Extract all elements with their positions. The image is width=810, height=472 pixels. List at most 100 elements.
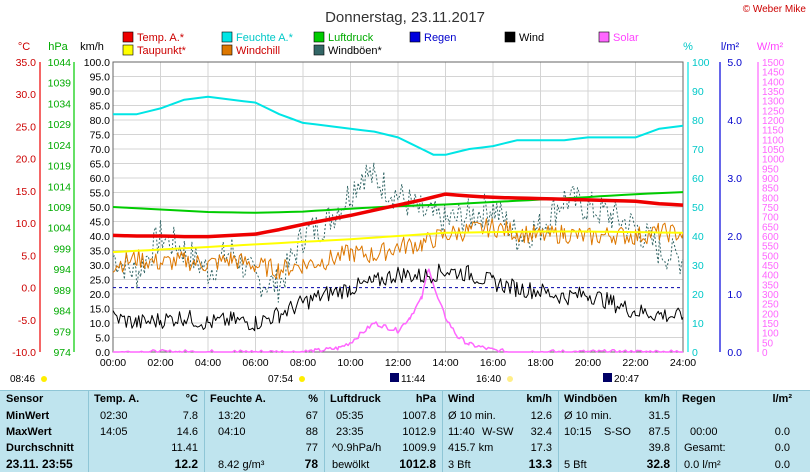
- sensor-column: Sensor MinWert MaxWert Durchschnitt 23.1…: [0, 391, 89, 472]
- temp-current-value: 12.2: [174, 457, 198, 471]
- moonrise-icon: [603, 373, 612, 382]
- pressure-tick-label: 1009: [48, 202, 72, 214]
- solar-tick-label: 700: [762, 213, 779, 224]
- feuchte-column: Feuchte A. % 13:20 67 04:10 88 77 8.42 g…: [204, 391, 325, 472]
- pressure-tick-label: 1034: [48, 98, 72, 110]
- pressure-tick-label: 1044: [48, 57, 72, 69]
- luftdruck-column: Luftdruck hPa 05:35 1007.8 23:35 1012.9 …: [324, 391, 443, 472]
- weather-condition: bewölkt: [332, 459, 370, 471]
- temp-max-value: 14.6: [176, 426, 198, 438]
- wind-unit: km/h: [526, 393, 552, 405]
- svg-text:Luftdruck: Luftdruck: [328, 32, 374, 44]
- solar-tick-label: 1350: [762, 87, 785, 98]
- boeen-max-value: 87.5: [648, 426, 670, 438]
- wind-tick-label: 85.0: [90, 101, 111, 113]
- feuchte-min-value: 67: [305, 410, 318, 422]
- x-tick-label: 04:00: [195, 357, 221, 369]
- pressure-tick-label: 1004: [48, 223, 72, 235]
- legend-item-wind: Wind: [504, 31, 544, 44]
- wind-tick-label: 40.0: [90, 231, 111, 243]
- wind-unit-label: km/h: [80, 41, 104, 53]
- series-lines: [112, 95, 684, 353]
- solar-tick-label: 1500: [762, 58, 785, 69]
- humidity-tick-label: 80: [692, 115, 704, 127]
- feuchte-max-time: 04:10: [218, 426, 246, 438]
- humidity-unit-label: %: [683, 41, 693, 53]
- windboeen-column: Windböen km/h Ø 10 min. 31.5 10:15 S-SO …: [558, 391, 677, 472]
- boeen-max-time: 10:15: [564, 426, 592, 438]
- humidity-tick-label: 50: [692, 202, 704, 214]
- wind-current-value: 13.3: [528, 457, 552, 471]
- legend-item-windchill: Windchill: [221, 44, 280, 57]
- luftdruck-unit: hPa: [415, 393, 436, 405]
- wind-column: Wind km/h Ø 10 min. 12.6 11:40 W-SW 32.4…: [442, 391, 559, 472]
- boeen-current-value: 32.8: [646, 457, 670, 471]
- regen-total-value: 0.0: [774, 442, 790, 454]
- solar-tick-label: 500: [762, 251, 779, 262]
- x-tick-label: 16:00: [480, 357, 506, 369]
- solar-tick-label: 600: [762, 232, 779, 243]
- wind-tick-label: 55.0: [90, 188, 111, 200]
- temp-tick-label: 0.0: [21, 283, 36, 295]
- sunset-icon: [507, 376, 513, 382]
- rain-tick-label: 2.0: [727, 231, 742, 243]
- series-line-feuchtea: [113, 95, 684, 156]
- wind-tick-label: 60.0: [90, 173, 111, 185]
- regen-total-label: Gesamt:: [684, 442, 726, 454]
- wind-tick-label: 20.0: [90, 289, 111, 301]
- svg-text:Windchill: Windchill: [236, 45, 280, 57]
- x-tick-label: 02:00: [147, 357, 173, 369]
- solar-tick-label: 1300: [762, 97, 785, 108]
- x-tick-label: 14:00: [432, 357, 458, 369]
- humidity-tick-label: 40: [692, 231, 704, 243]
- x-tick-label: 20:00: [575, 357, 601, 369]
- wind-avg10-label: Ø 10 min.: [448, 410, 496, 422]
- solar-tick-label: 850: [762, 184, 779, 195]
- wind-header: Wind: [448, 393, 475, 405]
- min-row-label: MinWert: [6, 410, 50, 422]
- solar-tick-label: 0: [762, 348, 768, 359]
- solar-tick-label: 950: [762, 164, 779, 175]
- wind-tick-label: 80.0: [90, 115, 111, 127]
- x-tick-label: 00:00: [100, 357, 126, 369]
- solar-tick-label: 1250: [762, 106, 785, 117]
- wind-tick-label: 0.0: [95, 347, 110, 359]
- avg-row-label: Durchschnitt: [6, 442, 74, 454]
- series-line-taupunkt: [112, 230, 684, 254]
- humidity-tick-label: 70: [692, 144, 704, 156]
- regen-column: Regen l/m² 00:00 0.0 Gesamt: 0.0 0.0 l/m…: [676, 391, 810, 472]
- sunrise-icon: [299, 376, 305, 382]
- regen-max-time: 00:00: [690, 426, 718, 438]
- solar-tick-label: 550: [762, 242, 779, 253]
- series-line-windchill: [112, 218, 684, 280]
- wind-tick-label: 75.0: [90, 130, 111, 142]
- pressure-tick-label: 999: [53, 243, 71, 255]
- humidity-tick-label: 30: [692, 260, 704, 272]
- svg-text:Windböen*: Windböen*: [328, 45, 383, 57]
- weather-chart: Donnerstag, 23.11.2017 © Weber Mike °C h…: [10, 4, 807, 385]
- series-line-solar: [113, 268, 684, 353]
- pressure-unit-label: hPa: [48, 41, 68, 53]
- series-line-wind: [112, 263, 684, 332]
- rain-tick-label: 3.0: [727, 173, 742, 185]
- statistics-table: Sensor MinWert MaxWert Durchschnitt 23.1…: [0, 390, 810, 472]
- solar-tick-label: 1400: [762, 77, 785, 88]
- legend-item-taupunkt: Taupunkt*: [122, 44, 187, 57]
- rain-tick-label: 5.0: [727, 57, 742, 69]
- feuchte-absolute-value: 8.42 g/m³: [218, 459, 265, 471]
- legend-item-luftdruck: Luftdruck: [313, 31, 374, 44]
- feuchte-unit: %: [308, 393, 318, 405]
- legend: Temp. A.* Feuchte A.* Luftdruck Regen Wi…: [122, 31, 639, 57]
- event-moonrise: 20:47: [614, 374, 639, 385]
- svg-text:Taupunkt*: Taupunkt*: [137, 45, 187, 57]
- event-sunset: 16:40: [476, 374, 501, 385]
- boeen-beaufort: 5 Bft: [564, 459, 587, 471]
- luftdruck-avg-value: 1009.9: [402, 442, 436, 454]
- solar-tick-label: 200: [762, 309, 779, 320]
- event-sunrise: 07:54: [268, 374, 293, 385]
- solar-tick-label: 1450: [762, 68, 785, 79]
- solar-tick-label: 1100: [762, 135, 784, 146]
- x-tick-label: 06:00: [242, 357, 268, 369]
- solar-tick-label: 900: [762, 174, 779, 185]
- wind-tick-label: 90.0: [90, 86, 111, 98]
